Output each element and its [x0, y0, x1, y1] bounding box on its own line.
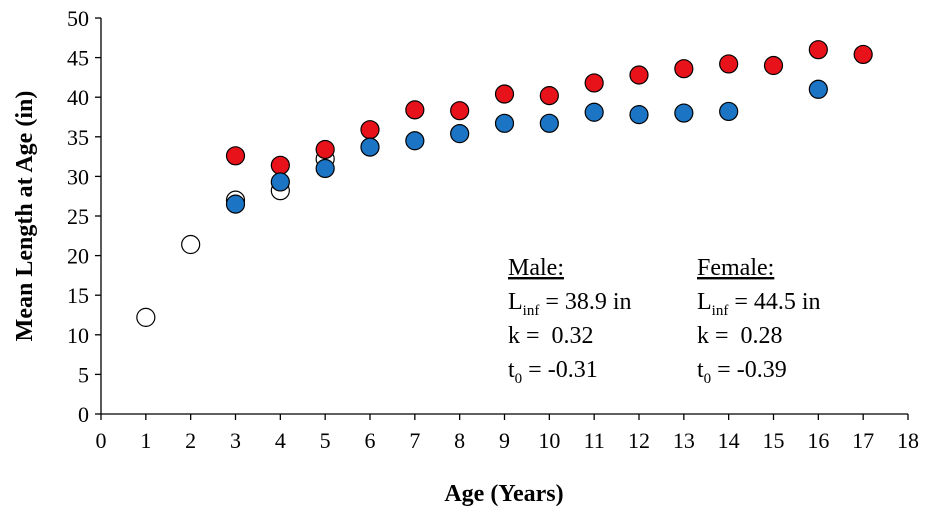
- scatter-point: [584, 73, 604, 93]
- x-tick-label: 4: [275, 428, 286, 453]
- x-tick-label: 1: [140, 428, 151, 453]
- scatter-point: [539, 86, 559, 106]
- scatter-point: [719, 101, 739, 122]
- x-tick-label: 13: [673, 428, 695, 453]
- x-tick-label: 6: [365, 428, 376, 453]
- female-heading: Female:: [697, 255, 774, 281]
- scatter-point: [539, 113, 559, 133]
- x-tick-label: 2: [185, 428, 196, 453]
- y-tick-label: 0: [78, 402, 89, 427]
- x-tick-label: 18: [897, 428, 919, 453]
- scatter-point: [719, 54, 739, 74]
- scatter-point: [315, 139, 335, 160]
- y-tick-label: 50: [67, 6, 89, 31]
- x-tick-label: 15: [763, 428, 785, 453]
- y-tick-label: 30: [67, 164, 89, 189]
- male-k: k = 0.32: [508, 323, 594, 349]
- scatter-point: [629, 105, 649, 125]
- y-tick-label: 5: [78, 362, 89, 387]
- x-tick-label: 9: [499, 428, 510, 453]
- scatter-point: [360, 137, 380, 157]
- x-tick-label: 11: [584, 428, 605, 453]
- male-linf: Linf = 38.9 in: [508, 289, 632, 319]
- scatter-point: [225, 194, 246, 214]
- x-tick-label: 17: [852, 428, 874, 453]
- scatter-point: [405, 100, 425, 120]
- scatter-point: [450, 101, 470, 121]
- x-tick-label: 12: [628, 428, 650, 453]
- scatter-point: [315, 158, 335, 179]
- male-t0: t0 = -0.31: [508, 357, 598, 387]
- y-tick-label: 20: [67, 244, 89, 269]
- scatter-point: [494, 113, 515, 133]
- y-ticks: 0 5 10 15 20 25 30 35 40 45 50: [67, 6, 101, 427]
- scatter-point: [450, 124, 470, 144]
- scatter-point: [360, 120, 380, 140]
- scatter-point: [270, 155, 290, 175]
- scatter-point: [674, 103, 694, 123]
- female-k: k = 0.28: [697, 323, 783, 349]
- y-tick-label: 25: [67, 204, 89, 229]
- scatter-point: [136, 307, 156, 327]
- y-tick-label: 15: [67, 283, 89, 308]
- x-tick-label: 14: [718, 428, 740, 453]
- male-annotation: Male: Linf = 38.9 in k = 0.32 t0 = -0.31: [508, 255, 632, 387]
- scatter-point: [584, 102, 604, 122]
- x-tick-label: 5: [320, 428, 331, 453]
- scatter-point: [181, 234, 201, 255]
- female-annotation: Female: Linf = 44.5 in k = 0.28 t0 = -0.…: [697, 255, 821, 387]
- x-tick-label: 7: [409, 428, 420, 453]
- x-tick-label: 3: [230, 428, 241, 453]
- scatter-point: [808, 79, 828, 99]
- female-linf: Linf = 44.5 in: [697, 289, 821, 319]
- y-axis-title: Mean Length at Age (in): [12, 91, 38, 342]
- scatter-point: [270, 172, 290, 192]
- data-points: [136, 40, 873, 327]
- scatter-point: [853, 44, 873, 65]
- male-heading: Male:: [508, 255, 564, 281]
- scatter-point: [405, 131, 425, 151]
- scatter-point: [808, 40, 828, 60]
- female-t0: t0 = -0.39: [697, 357, 787, 387]
- x-ticks: 0 1 2 3 4 5 6 7 8 9 10 11 12 13 14 15 16 17 18: [96, 414, 919, 453]
- x-tick-label: 8: [454, 428, 465, 453]
- x-axis-title: Age (Years): [444, 481, 563, 507]
- y-tick-label: 10: [67, 323, 89, 348]
- x-tick-label: 16: [807, 428, 829, 453]
- y-tick-label: 35: [67, 125, 89, 150]
- y-tick-label: 45: [67, 46, 89, 71]
- scatter-point: [225, 146, 246, 166]
- scatter-point: [674, 59, 694, 79]
- scatter-point: [629, 65, 649, 85]
- y-tick-label: 40: [67, 85, 89, 110]
- x-tick-label: 0: [96, 428, 107, 453]
- x-tick-label: 10: [538, 428, 560, 453]
- scatter-point: [763, 55, 784, 76]
- scatter-point: [494, 84, 515, 104]
